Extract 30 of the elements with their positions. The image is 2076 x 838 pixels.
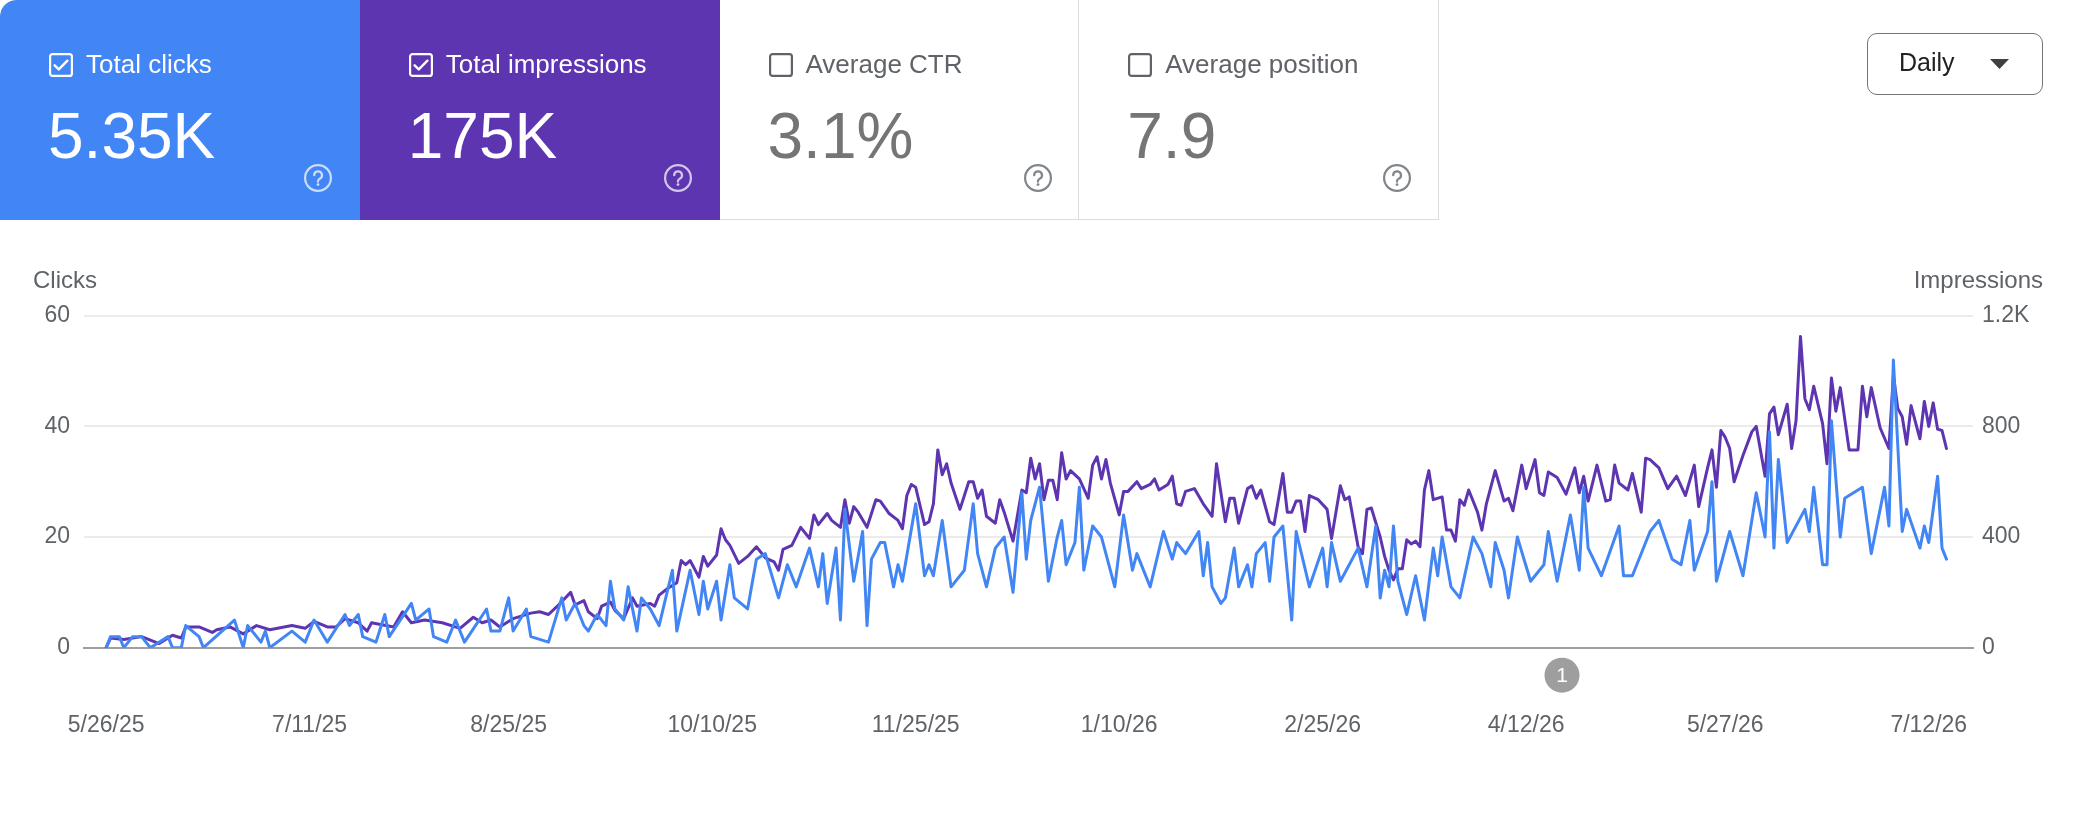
y2-tick-label: 800 (1982, 411, 2021, 438)
text: 1 (1556, 663, 1568, 686)
y2-tick-label: 400 (1982, 522, 2021, 549)
x-tick-label: 7/11/25 (272, 710, 348, 737)
text: 7.9 (1127, 100, 1217, 172)
y2-axis-title: Impressions (1913, 266, 2043, 294)
y-tick-label: 0 (57, 633, 70, 660)
text: 175K (407, 100, 558, 172)
x-tick-label: 5/27/26 (1686, 710, 1764, 737)
x-tick-label: 1/10/26 (1080, 710, 1158, 737)
text: 3.1% (767, 100, 914, 172)
x-tick-label: 4/12/26 (1487, 710, 1565, 737)
x-tick-label: 8/25/25 (470, 710, 548, 737)
text: 5.35K (48, 100, 216, 172)
y2-tick-label: 1.2K (1982, 301, 2030, 328)
category-label: Average CTR (805, 49, 963, 79)
y-tick-label: 60 (44, 301, 70, 328)
x-tick-label: 5/26/25 (67, 710, 145, 737)
x-tick-label: 11/25/25 (871, 710, 960, 737)
y-axis-title: Clicks (33, 266, 97, 294)
y2-tick-label: 0 (1982, 633, 1995, 660)
x-tick-label: 2/25/26 (1284, 710, 1362, 737)
y-tick-label: 20 (44, 522, 70, 549)
category-label: Total impressions (445, 49, 647, 79)
x-tick-label: 7/12/26 (1890, 710, 1968, 737)
y-tick-label: 40 (44, 411, 70, 438)
text: Daily (1899, 47, 1955, 77)
category-label: Total clicks (86, 49, 212, 79)
x-tick-label: 10/10/25 (667, 710, 757, 737)
category-label: Average position (1165, 49, 1359, 79)
